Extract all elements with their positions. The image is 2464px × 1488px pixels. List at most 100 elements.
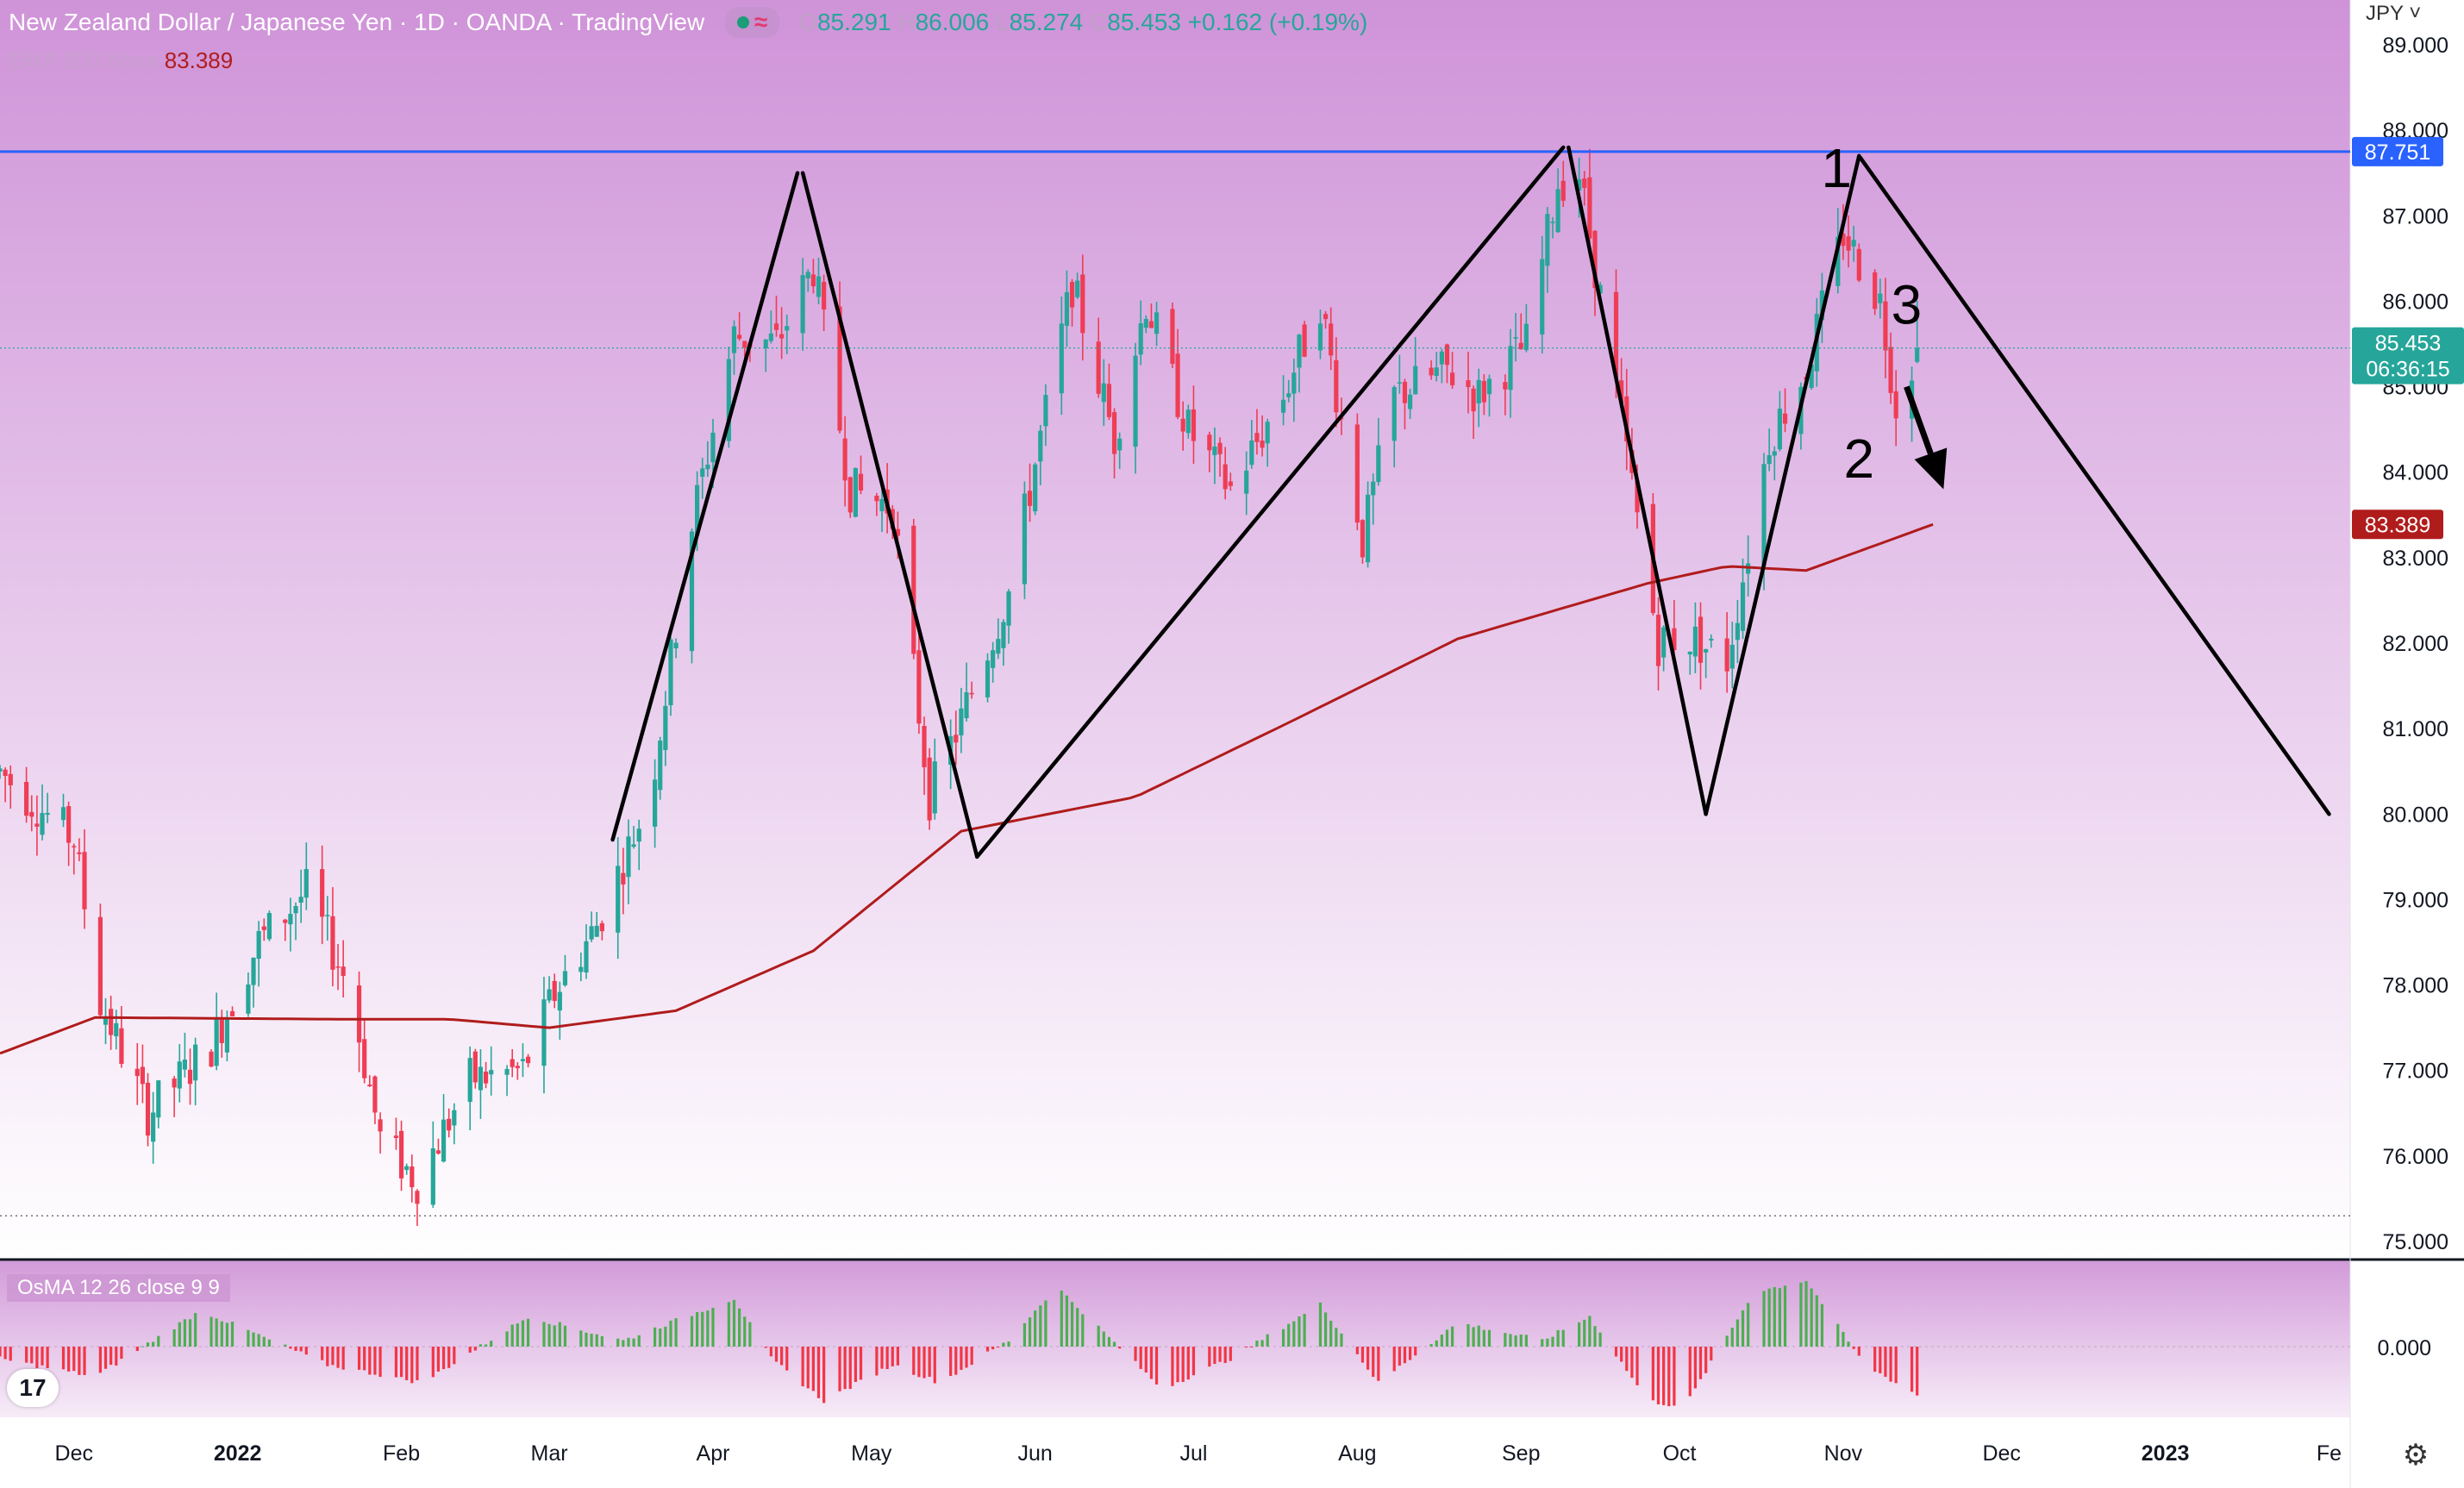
osma-bar	[1836, 1323, 1840, 1347]
osma-bar	[363, 1347, 366, 1371]
osma-bar	[816, 1347, 821, 1398]
pattern-trend-line	[1704, 153, 1861, 816]
candle-body	[3, 769, 8, 777]
candle-body	[621, 872, 626, 885]
candle-body	[710, 432, 716, 463]
candle-body	[1878, 293, 1883, 303]
candle-body	[673, 642, 679, 649]
time-axis-label: Nov	[1824, 1441, 1863, 1466]
candle-body	[1334, 359, 1339, 413]
osma-bar	[811, 1347, 815, 1391]
osma-bar	[558, 1322, 561, 1347]
candle-body	[452, 1110, 457, 1126]
osma-bar	[1451, 1326, 1454, 1347]
osma-bar	[284, 1344, 287, 1347]
osma-bar	[431, 1347, 435, 1378]
osma-bar	[1372, 1347, 1375, 1378]
osma-bar	[1810, 1288, 1813, 1347]
osma-bar	[711, 1308, 715, 1347]
candle-body	[330, 916, 335, 970]
osma-bar	[405, 1347, 409, 1380]
candle-body	[578, 966, 584, 972]
candle-body	[1297, 334, 1302, 368]
time-axis-label: May	[851, 1441, 892, 1466]
ema-legend[interactable]: EMA 200 close 83.389	[9, 47, 233, 74]
osma-legend[interactable]: OsMA 12 26 close 9 9	[7, 1274, 230, 1302]
osma-bar	[1292, 1321, 1296, 1347]
candle-body	[1117, 438, 1123, 451]
candle-body	[261, 926, 266, 930]
candle-body	[562, 971, 568, 985]
osma-bar	[1693, 1347, 1697, 1389]
osma-bar	[1208, 1347, 1211, 1367]
osma-bar	[1323, 1312, 1328, 1347]
candle-body	[410, 1166, 415, 1188]
candle-body	[1560, 180, 1566, 201]
wave-icon: ≈	[754, 9, 768, 35]
osma-bar	[1445, 1329, 1449, 1347]
osma-bar	[41, 1347, 44, 1366]
candle-body	[1217, 442, 1223, 454]
candle-body	[1323, 314, 1329, 320]
candle-body	[594, 925, 599, 937]
osma-bar	[547, 1323, 551, 1347]
osma-bar	[659, 1329, 662, 1347]
osma-bar	[1598, 1332, 1602, 1347]
candle-body	[547, 989, 552, 1001]
symbol-title[interactable]: New Zealand Dollar / Japanese Yen · 1D ·…	[9, 9, 705, 35]
settings-gear-icon[interactable]: ⚙	[2402, 1439, 2430, 1472]
candle-body	[1883, 301, 1888, 351]
osma-bar	[769, 1347, 772, 1357]
osma-bar	[1487, 1329, 1492, 1347]
time-axis-label: Apr	[697, 1441, 730, 1466]
osma-bar	[891, 1347, 894, 1366]
osma-bar	[1704, 1347, 1708, 1373]
candle-body	[1154, 312, 1160, 334]
tradingview-logo-icon[interactable]: 17	[7, 1369, 59, 1407]
osma-bar	[706, 1310, 710, 1347]
candle-body	[435, 1150, 441, 1154]
osma-bar	[585, 1332, 588, 1347]
candle-body	[1280, 399, 1286, 413]
osma-bar	[416, 1347, 419, 1380]
candle-body	[737, 334, 742, 339]
osma-pane-background	[0, 1260, 2350, 1417]
osma-bar	[922, 1347, 926, 1379]
candle-body	[785, 326, 790, 331]
osma-bar	[9, 1347, 12, 1361]
candle-body	[1360, 520, 1366, 558]
osma-bar	[115, 1347, 118, 1366]
osma-bar	[1504, 1333, 1507, 1347]
ema-200-line	[0, 522, 1934, 1055]
candle-body	[1249, 441, 1254, 466]
osma-bar	[1847, 1341, 1850, 1347]
candle-body	[1143, 318, 1148, 328]
candle-body	[114, 1022, 119, 1037]
candle-body	[1223, 464, 1228, 490]
currency-selector[interactable]: JPY ˅	[2366, 2, 2421, 26]
candle-body	[1915, 347, 1920, 362]
osma-bar	[1556, 1329, 1560, 1347]
candle-body	[822, 281, 827, 309]
candle-body	[1064, 291, 1070, 326]
candle-body	[616, 866, 621, 933]
osma-bar	[1635, 1347, 1639, 1385]
candle-body	[1809, 364, 1814, 388]
osma-bar	[357, 1347, 361, 1370]
osma-bar	[1186, 1347, 1190, 1380]
candle-body	[1873, 272, 1878, 309]
osma-bar	[373, 1347, 377, 1375]
osma-bar	[1820, 1304, 1824, 1347]
osma-bar	[912, 1347, 916, 1375]
status-pill[interactable]: ≈	[725, 7, 780, 38]
osma-bar	[664, 1326, 667, 1347]
osma-bar	[985, 1347, 990, 1352]
candle-body	[1413, 366, 1418, 395]
candle-body	[251, 957, 256, 985]
candle-body	[229, 1010, 235, 1016]
osma-bar	[1076, 1308, 1079, 1347]
candle-body	[1772, 451, 1777, 456]
candle-body	[367, 1085, 372, 1087]
candle-body	[731, 326, 737, 353]
